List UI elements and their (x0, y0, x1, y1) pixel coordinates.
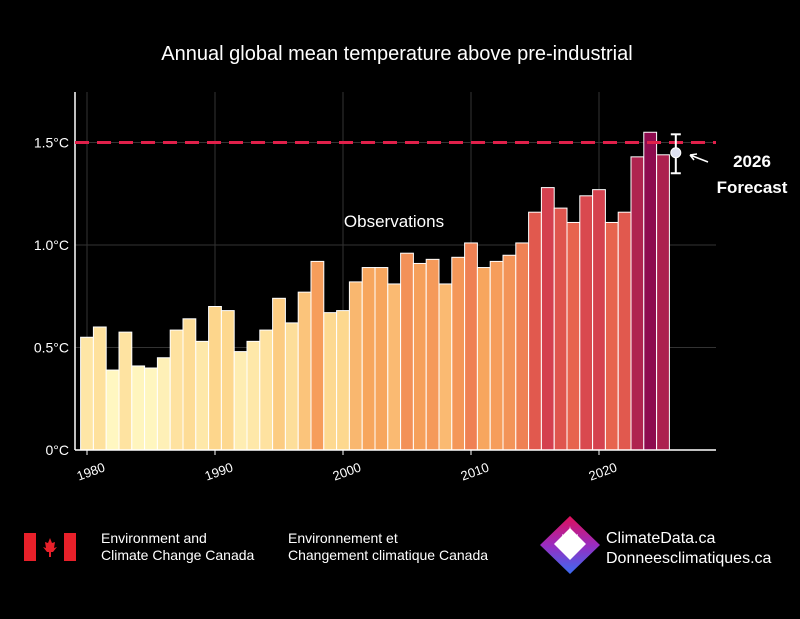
bar-1993 (246, 340, 261, 451)
bar-2017 (553, 207, 568, 451)
bar-2022 (617, 211, 632, 451)
bar-2018 (566, 221, 581, 451)
bar-1983 (118, 331, 133, 451)
bar-1980 (80, 336, 94, 451)
bar-2012 (489, 260, 504, 451)
chart-title: Annual global mean temperature above pre… (161, 43, 632, 65)
bar-1982 (105, 369, 120, 451)
bar-2020 (592, 189, 606, 451)
bar-2023 (630, 156, 645, 451)
bar-2016 (540, 187, 555, 451)
bar-2013 (502, 254, 517, 451)
climatedata-logo (540, 516, 600, 574)
bar-1988 (182, 318, 197, 451)
forecast-year-label: 2026 (733, 152, 771, 171)
x-tick-label: 1990 (203, 460, 235, 484)
y-tick-label: 0°C (46, 442, 70, 458)
climatedata-name: ClimateData.ca Donneesclimatiques.ca (606, 529, 771, 569)
bar-1998 (310, 260, 325, 451)
bar-1997 (297, 291, 312, 451)
bar-2000 (336, 310, 350, 451)
bar-2011 (476, 267, 491, 451)
eccc-fr-line1: Environnement et (288, 530, 398, 546)
bar-2019 (579, 195, 594, 451)
bar-2021 (604, 221, 619, 451)
bar-2009 (451, 256, 466, 451)
x-tick-label: 2010 (459, 460, 491, 484)
bar-1992 (233, 351, 248, 451)
bar-2001 (348, 281, 363, 451)
bar-2025 (656, 154, 670, 451)
bar-1985 (144, 367, 158, 451)
bar-2003 (374, 267, 389, 451)
bar-2024 (643, 131, 658, 451)
x-tick-label: 1980 (75, 460, 107, 484)
eccc-english-name: Environment and Climate Change Canada (101, 530, 254, 564)
bar-1991 (220, 310, 235, 451)
forecast-point (670, 147, 682, 159)
eccc-en-line1: Environment and (101, 530, 207, 546)
bar-2002 (361, 267, 376, 451)
forecast-label: Forecast (717, 178, 788, 197)
bar-1999 (323, 312, 338, 451)
bar-1989 (195, 340, 210, 451)
bar-1981 (92, 326, 107, 451)
bar-2010 (464, 242, 478, 451)
bar-1986 (156, 357, 171, 451)
bar-1987 (169, 329, 184, 451)
bar-1984 (131, 365, 146, 451)
bar-1996 (284, 322, 299, 451)
climatedata-line1: ClimateData.ca (606, 530, 716, 547)
x-tick-label: 2020 (587, 460, 619, 484)
bar-2006 (412, 262, 427, 451)
y-tick-label: 1.5°C (34, 135, 69, 151)
canada-flag-logo (24, 533, 76, 561)
y-tick-label: 1.0°C (34, 237, 69, 253)
bar-2015 (528, 211, 542, 451)
temperature-chart: Annual global mean temperature above pre… (34, 43, 788, 484)
bar-2004 (387, 283, 402, 451)
eccc-french-name: Environnement et Changement climatique C… (288, 530, 488, 564)
bar-2005 (400, 252, 414, 451)
bar-2008 (438, 283, 453, 451)
bar-2014 (515, 242, 530, 451)
arrow-icon (689, 153, 709, 163)
bar-1990 (208, 306, 222, 451)
eccc-fr-line2: Changement climatique Canada (288, 547, 489, 563)
bar-1995 (272, 297, 286, 451)
bar-2007 (425, 258, 440, 451)
climatedata-line2: Donneesclimatiques.ca (606, 550, 772, 567)
eccc-en-line2: Climate Change Canada (101, 547, 255, 563)
series-label: Observations (344, 212, 444, 231)
bar-1994 (259, 329, 274, 451)
x-tick-label: 2000 (331, 460, 363, 484)
y-tick-label: 0.5°C (34, 340, 69, 356)
